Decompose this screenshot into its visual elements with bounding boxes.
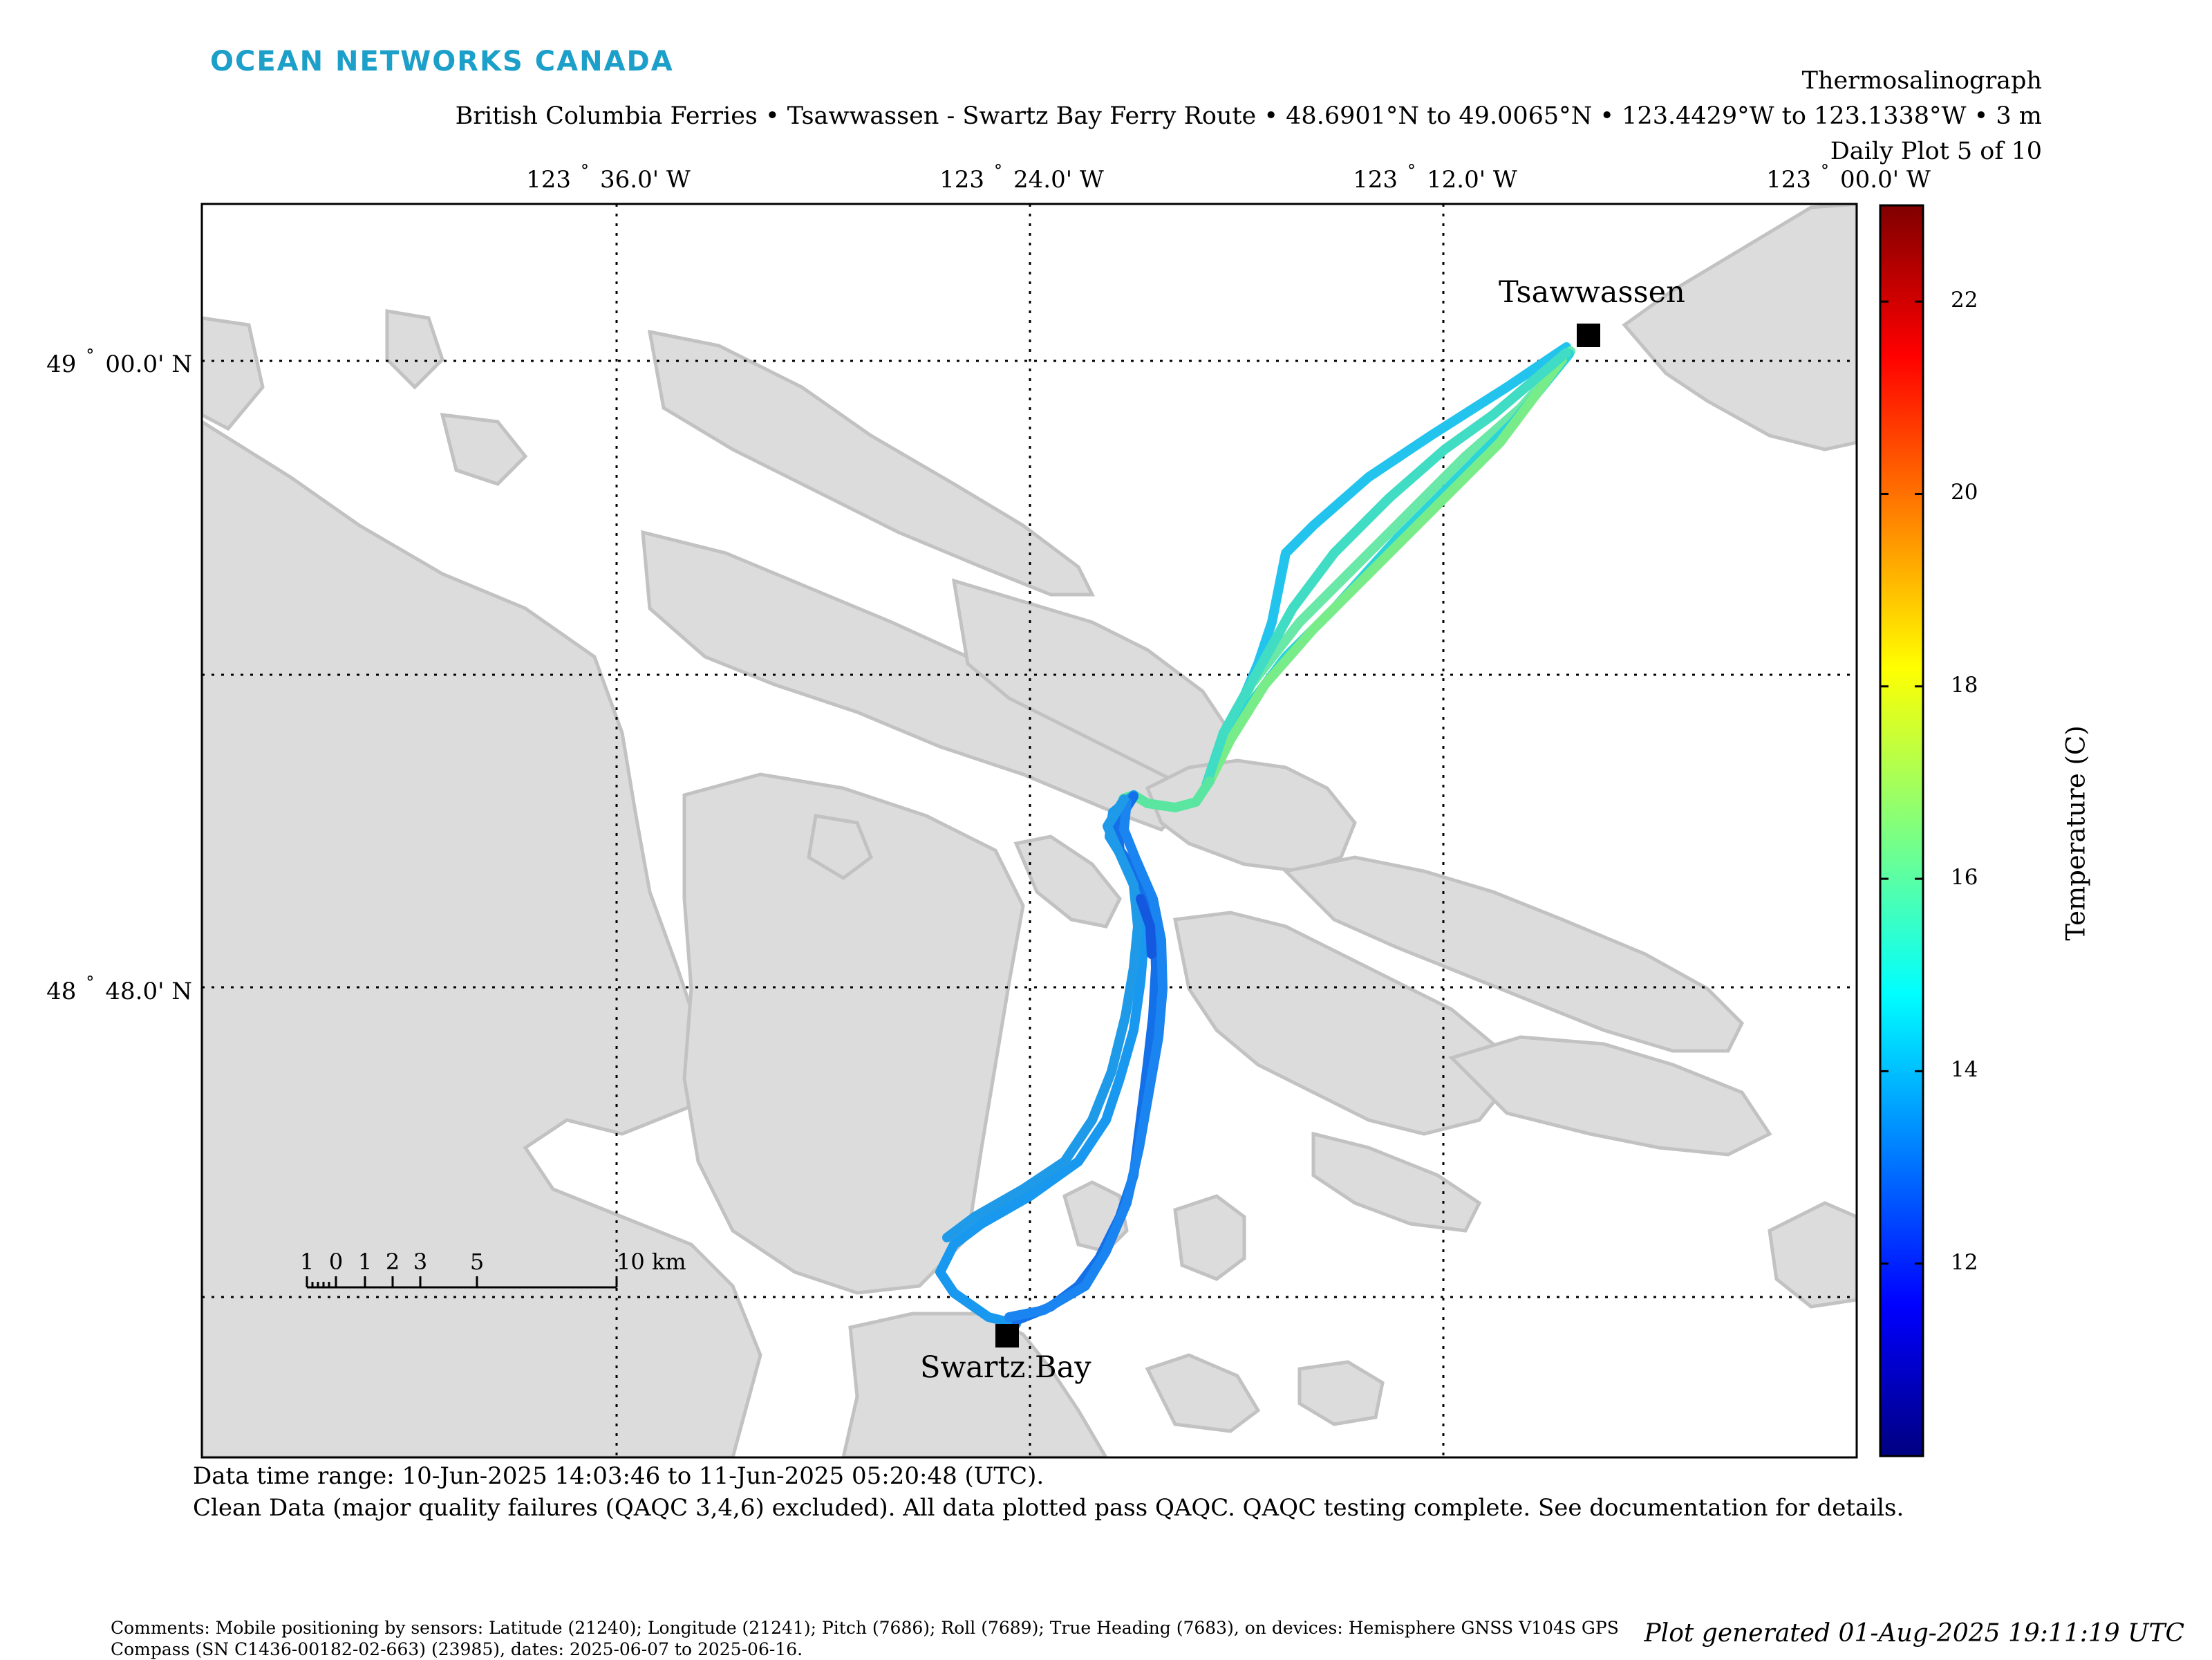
ocean-networks-canada-logo: OCEAN NETWORKS CANADA — [210, 46, 674, 77]
land-saanich-peninsula — [841, 1312, 1108, 1457]
scale-bar-label: 1 — [357, 1249, 373, 1275]
colorbar-ticks — [1880, 300, 1923, 1265]
colorbar-tick-label: 22 — [1951, 288, 1978, 313]
colorbar-tick-label: 16 — [1951, 865, 1978, 890]
scale-bar-label: 2 — [385, 1249, 400, 1275]
ferry-track-layer — [935, 342, 1575, 1329]
lon-tick-label: 123 ° 36.0' W — [526, 161, 691, 194]
lat-tick-label: 48 ° 48.0' N — [46, 973, 192, 1005]
colorbar-axis-label: Temperature (C) — [2061, 725, 2091, 941]
scale-bar-label: 10 km — [617, 1249, 686, 1275]
land-islet — [807, 814, 874, 881]
scale-bar-label: 1 — [299, 1249, 315, 1275]
scale-bar-label: 5 — [469, 1249, 485, 1275]
land-portland-island — [1173, 1194, 1246, 1281]
ferry-track — [1201, 348, 1571, 790]
colorbar — [1879, 204, 1924, 1457]
plot-subtitle: British Columbia Ferries • Tsawwassen - … — [455, 102, 2042, 130]
land-sidney-island — [1145, 1353, 1261, 1433]
plot-title-block: Thermosalinograph British Columbia Ferri… — [456, 64, 2042, 169]
scale-bar — [306, 1276, 618, 1289]
lon-tick-label: 123 ° 12.0' W — [1353, 161, 1517, 194]
land-san-juan-islands — [1448, 1035, 1772, 1157]
colorbar-tick-label: 18 — [1951, 672, 1978, 698]
data-time-range: Data time range: 10-Jun-2025 14:03:46 to… — [193, 1462, 1044, 1490]
qaqc-note: Clean Data (major quality failures (QAQC… — [193, 1494, 1904, 1522]
place-label-tsawwassen: Tsawwassen — [1499, 275, 1685, 310]
scale-bar-label: 3 — [413, 1249, 428, 1275]
colorbar-tick-label: 12 — [1951, 1249, 1978, 1275]
land-islet — [202, 316, 265, 431]
ferry-track — [1136, 894, 1156, 959]
land-saturna-island — [1282, 855, 1745, 1053]
tsawwassen-terminal-marker — [1577, 324, 1600, 347]
land-pender-island — [1173, 911, 1509, 1136]
map-frame — [200, 203, 1858, 1459]
land-islet — [385, 309, 444, 390]
ferry-track — [942, 794, 1143, 1242]
ferry-track — [1004, 797, 1168, 1322]
plot-title: Thermosalinograph — [1801, 67, 2042, 95]
land-james-island — [1297, 1360, 1385, 1426]
land-south-pender — [1311, 1131, 1482, 1233]
ferry-track — [1205, 355, 1567, 786]
land-layer — [202, 204, 1857, 1457]
land-prevost-island — [1013, 834, 1122, 929]
place-label-swartz-bay: Swartz Bay — [920, 1350, 1091, 1385]
lon-tick-label: 123 ° 24.0' W — [939, 161, 1104, 194]
swartz-bay-terminal-marker — [995, 1324, 1019, 1347]
land-tsawwassen-peninsula — [1622, 204, 1857, 451]
scale-bar-label: 0 — [328, 1249, 344, 1275]
land-east-island — [1768, 1201, 1857, 1309]
colorbar-tick-label: 14 — [1951, 1057, 1978, 1083]
plot-index: Daily Plot 5 of 10 — [1830, 138, 2042, 165]
land-valdes-island — [647, 329, 1096, 597]
land-islet — [440, 413, 528, 486]
plot-generated-timestamp: Plot generated 01-Aug-2025 19:11:19 UTC — [1644, 1619, 2184, 1648]
lon-tick-label: 123 ° 00.0' W — [1766, 161, 1931, 194]
colorbar-tick-label: 20 — [1951, 480, 1978, 505]
comments-note: Comments: Mobile positioning by sensors:… — [111, 1618, 1619, 1659]
lat-tick-label: 49 ° 00.0' N — [46, 346, 192, 378]
